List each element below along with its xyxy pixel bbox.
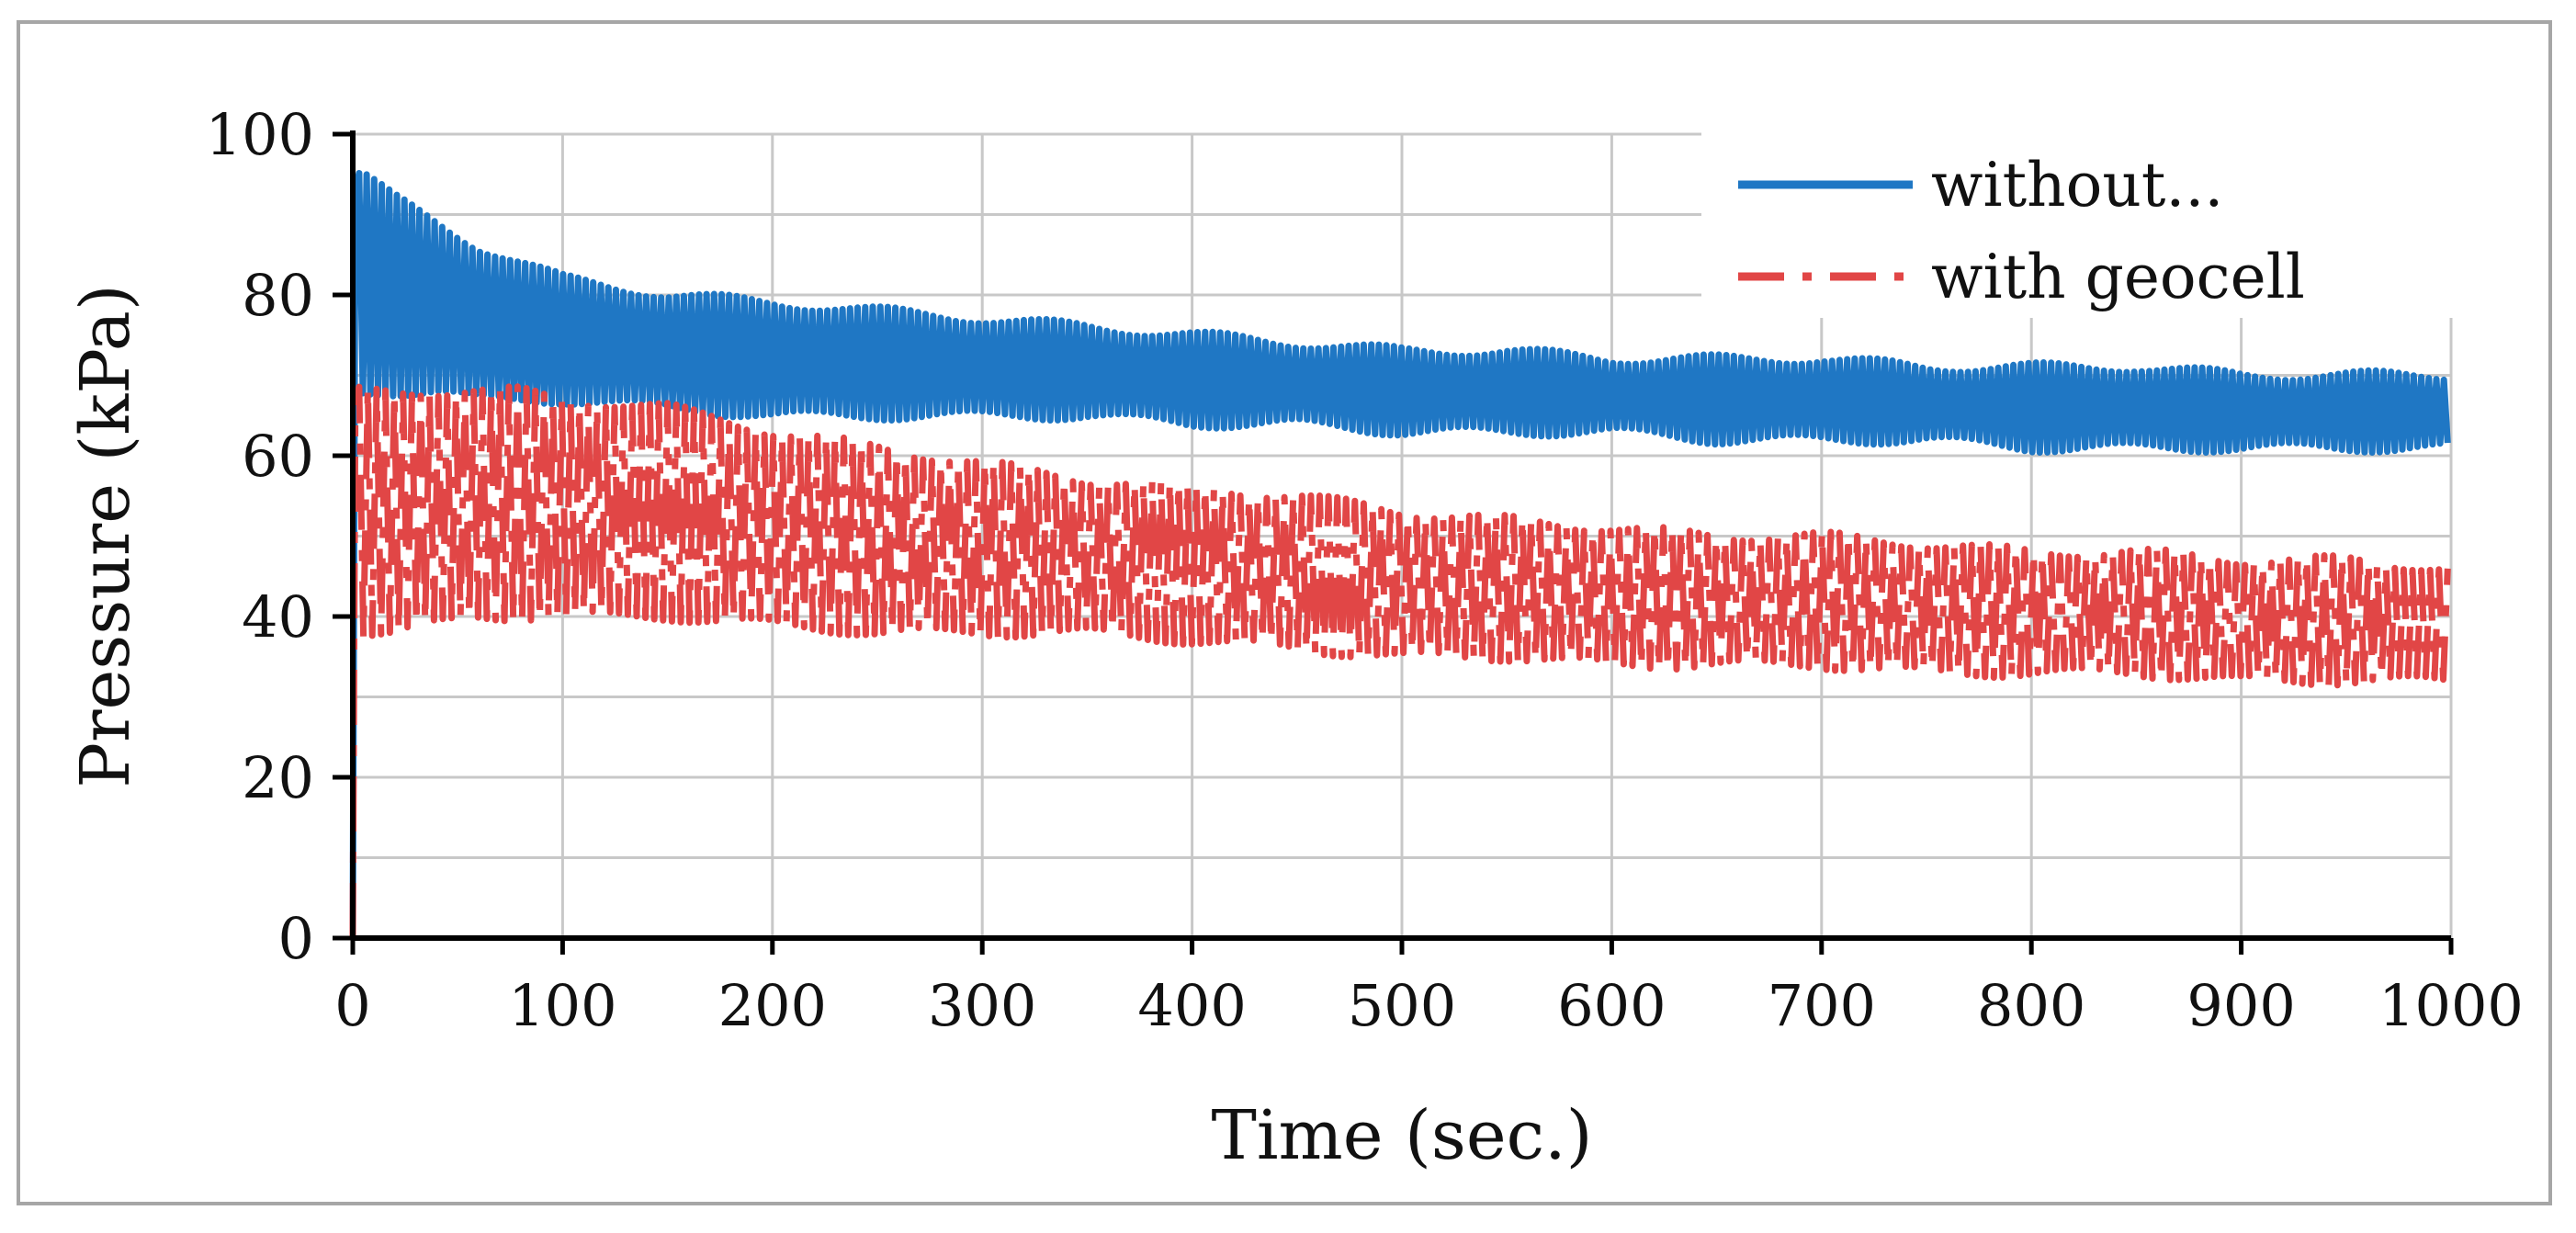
x-tick-label: 500 xyxy=(1348,972,1456,1039)
x-tick-label: 100 xyxy=(508,972,616,1039)
legend-background xyxy=(1701,116,2455,318)
x-tick-label: 200 xyxy=(718,972,827,1039)
series-line-with-geocell xyxy=(349,383,2451,939)
y-tick-label: 80 xyxy=(242,262,314,329)
x-tick-label: 0 xyxy=(334,972,370,1039)
x-tick-label: 800 xyxy=(1977,972,2085,1039)
x-tick-label: 400 xyxy=(1137,972,1246,1039)
legend-label-without: without... xyxy=(1931,150,2223,221)
axes xyxy=(333,130,2454,955)
x-tick-label: 1000 xyxy=(2378,972,2524,1039)
series-layer xyxy=(349,170,2451,939)
legend-label-with-geocell: with geocell xyxy=(1931,242,2305,312)
y-tick-label: 20 xyxy=(242,744,314,811)
tick-labels: 0 100 200 300 400 500 600 700 800 900 1000 0 20 40 60 8… xyxy=(206,101,2524,1039)
y-tick-label: 40 xyxy=(242,583,314,650)
x-tick-label: 600 xyxy=(1557,972,1666,1039)
x-tick-label: 300 xyxy=(928,972,1036,1039)
x-axis-title: Time (sec.) xyxy=(1212,1096,1593,1175)
y-axis-title: Pressure (kPa) xyxy=(66,284,145,787)
chart-frame: 0 100 200 300 400 500 600 700 800 900 1000 0 20 40 60 8… xyxy=(17,20,2552,1205)
x-tick-label: 700 xyxy=(1768,972,1876,1039)
chart-svg: 0 100 200 300 400 500 600 700 800 900 1000 0 20 40 60 8… xyxy=(66,101,2524,1175)
y-tick-label: 0 xyxy=(278,905,314,972)
x-tick-label: 900 xyxy=(2186,972,2295,1039)
y-tick-label: 60 xyxy=(242,423,314,490)
series-line-without xyxy=(349,170,2451,939)
y-tick-label: 100 xyxy=(206,101,314,168)
legend: without... with geocell xyxy=(1701,116,2455,318)
